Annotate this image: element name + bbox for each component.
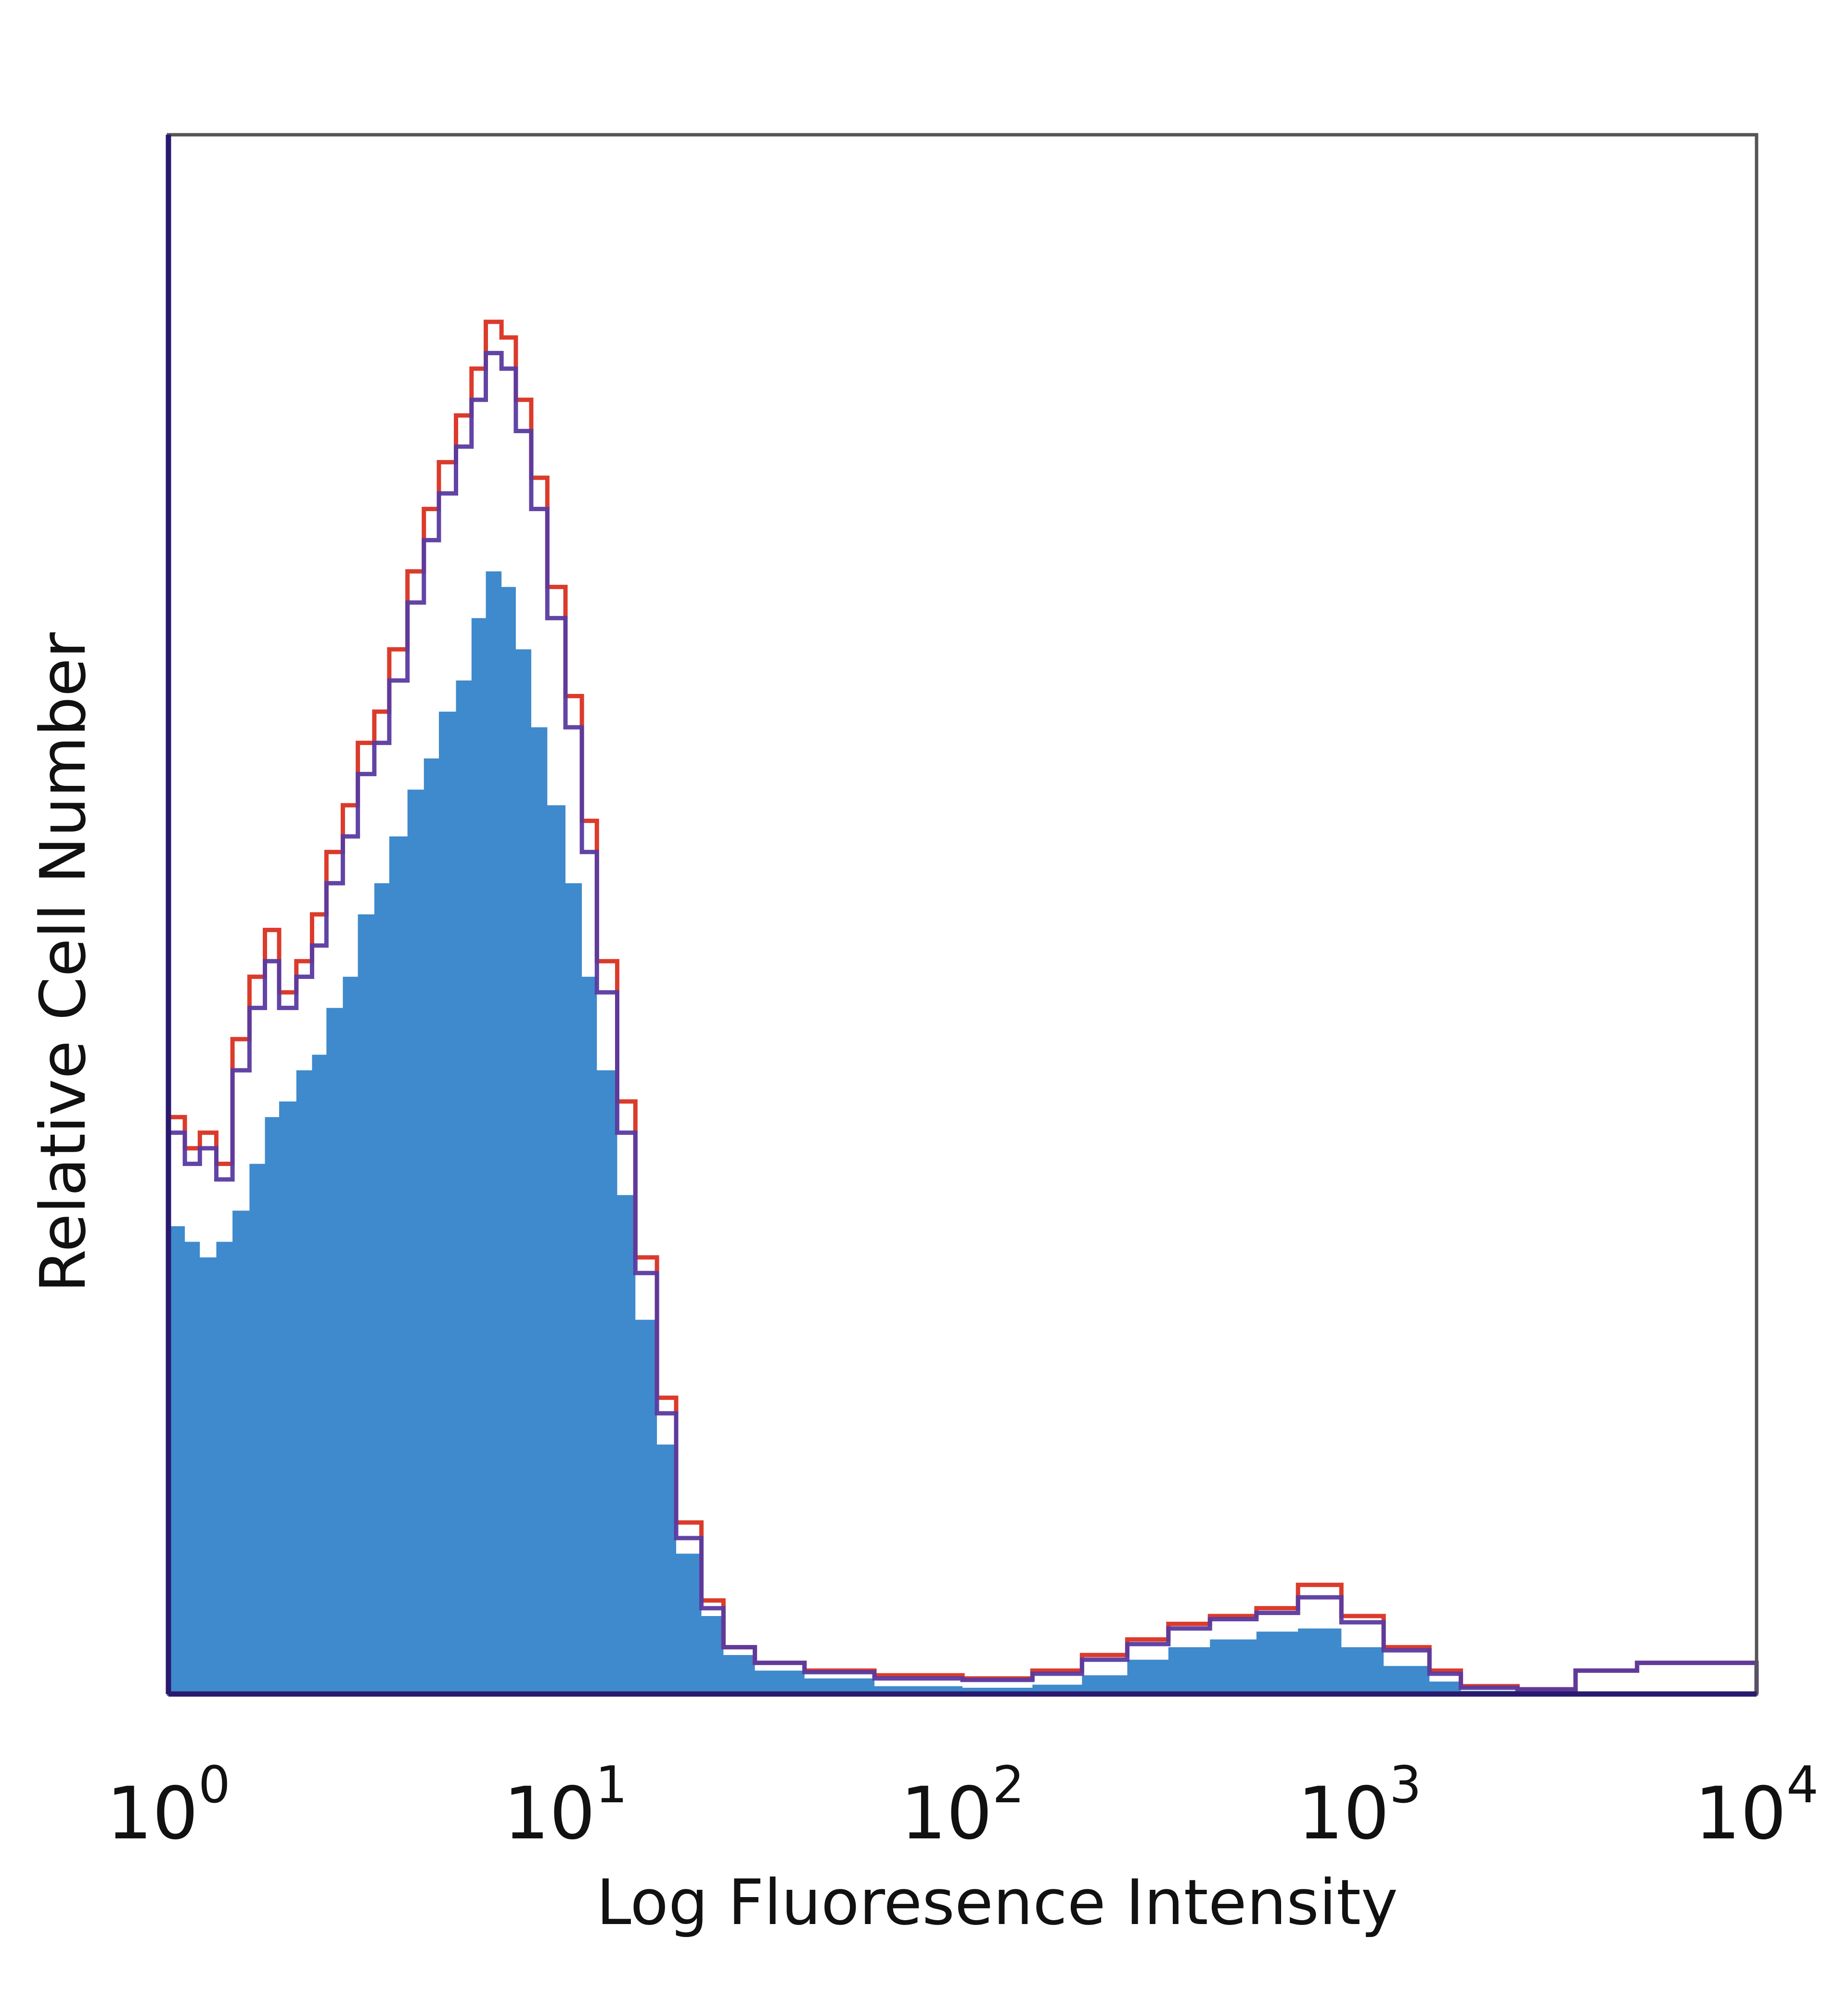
x-tick-label-1: 101 [503, 1756, 628, 1856]
histogram-outline-series-2 [168, 351, 1759, 1694]
y-axis-title: Relative Cell Number [26, 632, 100, 1293]
x-tick-label-3: 103 [1297, 1756, 1422, 1856]
x-axis-title: Log Fluoresence Intensity [596, 1866, 1398, 1939]
x-tick-label-4: 104 [1694, 1756, 1819, 1856]
plot-area [168, 320, 1759, 1694]
x-axis-ticks: 100 101 102 103 104 [106, 1756, 1819, 1856]
x-tick-label-0: 100 [106, 1756, 231, 1856]
histogram-fill-series [168, 571, 1757, 1694]
x-tick-label-2: 102 [900, 1756, 1025, 1856]
plot-frame [166, 133, 1758, 1697]
